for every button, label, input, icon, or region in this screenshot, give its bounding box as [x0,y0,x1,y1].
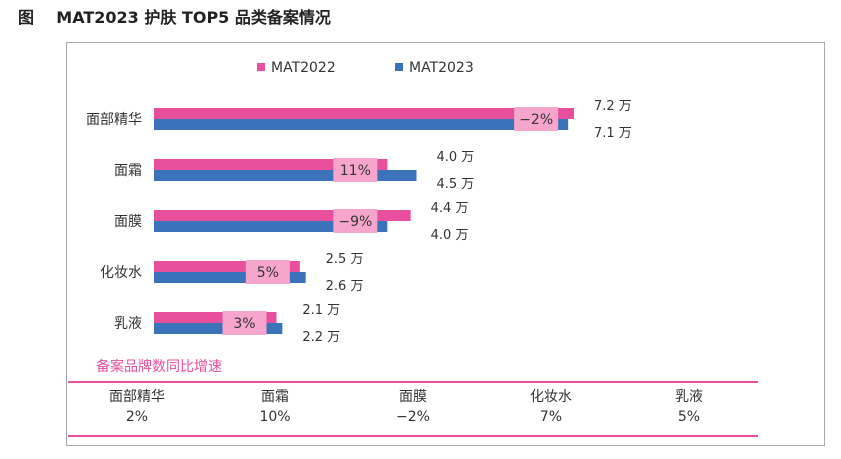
table-column: 面部精华 2% [68,387,206,427]
table-column-header: 面部精华 [109,389,165,405]
bar-mat2022 [154,159,388,170]
bar-mat2023 [154,170,417,181]
chart-frame: MAT2022 MAT2023 面部精华 7.2 万 7.1 万 −2% 面霜 4.0 万 4.… [66,42,825,446]
legend-swatch [257,63,265,71]
table-column: 化妆水 7% [482,387,620,427]
bar-mat2022 [154,312,277,323]
table-bottom-rule [68,435,758,437]
change-label: −9% [338,214,372,230]
table-cell-value: 2% [125,409,149,425]
category-label: 面膜 [114,214,142,230]
bar-chart: MAT2022 MAT2023 面部精华 7.2 万 7.1 万 −2% 面霜 4.0 万 4.… [86,60,632,345]
growth-table: 面部精华 2% 面霜 10% 面膜 −2% 化妆水 7% 乳液 5% [68,387,758,427]
bar-mat2023 [154,272,306,283]
category-label: 化妆水 [100,265,142,281]
table-cell-value: −2% [396,409,430,425]
bar-mat2023 [154,119,569,130]
data-label-mat2023: 2.2 万 [302,330,340,345]
table-column-header: 面膜 [399,389,427,405]
change-label: 5% [257,265,279,281]
change-badge [222,311,267,335]
category-label: 面霜 [114,163,142,179]
change-label: 11% [340,163,371,179]
data-label-mat2022: 4.0 万 [437,150,475,165]
category-label: 面部精华 [86,112,142,128]
change-badge [333,158,378,182]
data-label-mat2023: 2.6 万 [326,279,364,294]
bar-mat2023 [154,323,283,334]
table-top-rule [68,381,758,383]
legend-label: MAT2023 [409,60,474,76]
table-column: 乳液 5% [620,387,758,427]
table-cell-value: 7% [539,409,563,425]
data-label-mat2023: 4.0 万 [431,228,469,243]
change-badge [514,107,559,131]
bar-mat2022 [154,108,574,119]
data-label-mat2022: 7.2 万 [594,99,632,114]
table-column: 面膜 −2% [344,387,482,427]
data-label-mat2022: 4.4 万 [431,201,469,216]
table-title: 备案品牌数同比增速 [96,359,222,375]
table-cell-value: 10% [259,409,291,425]
bar-mat2022 [154,210,411,221]
table-cell-value: 5% [677,409,701,425]
change-label: 3% [233,316,255,332]
legend-label: MAT2022 [271,60,336,76]
data-label-mat2022: 2.1 万 [302,303,340,318]
table-column-header: 化妆水 [530,389,572,405]
bar-mat2023 [154,221,388,232]
change-badge [333,209,378,233]
category-label: 乳液 [114,316,142,332]
figure-title: 图 MAT2023 护肤 TOP5 品类备案情况 [18,8,331,27]
bar-mat2022 [154,261,300,272]
table-column: 面霜 10% [206,387,344,427]
table-column-header: 面霜 [261,389,289,405]
legend-swatch [395,63,403,71]
data-label-mat2023: 4.5 万 [437,177,475,192]
table-column-header: 乳液 [675,389,703,405]
data-label-mat2022: 2.5 万 [326,252,364,267]
data-label-mat2023: 7.1 万 [594,126,632,141]
change-badge [245,260,290,284]
change-label: −2% [519,112,553,128]
